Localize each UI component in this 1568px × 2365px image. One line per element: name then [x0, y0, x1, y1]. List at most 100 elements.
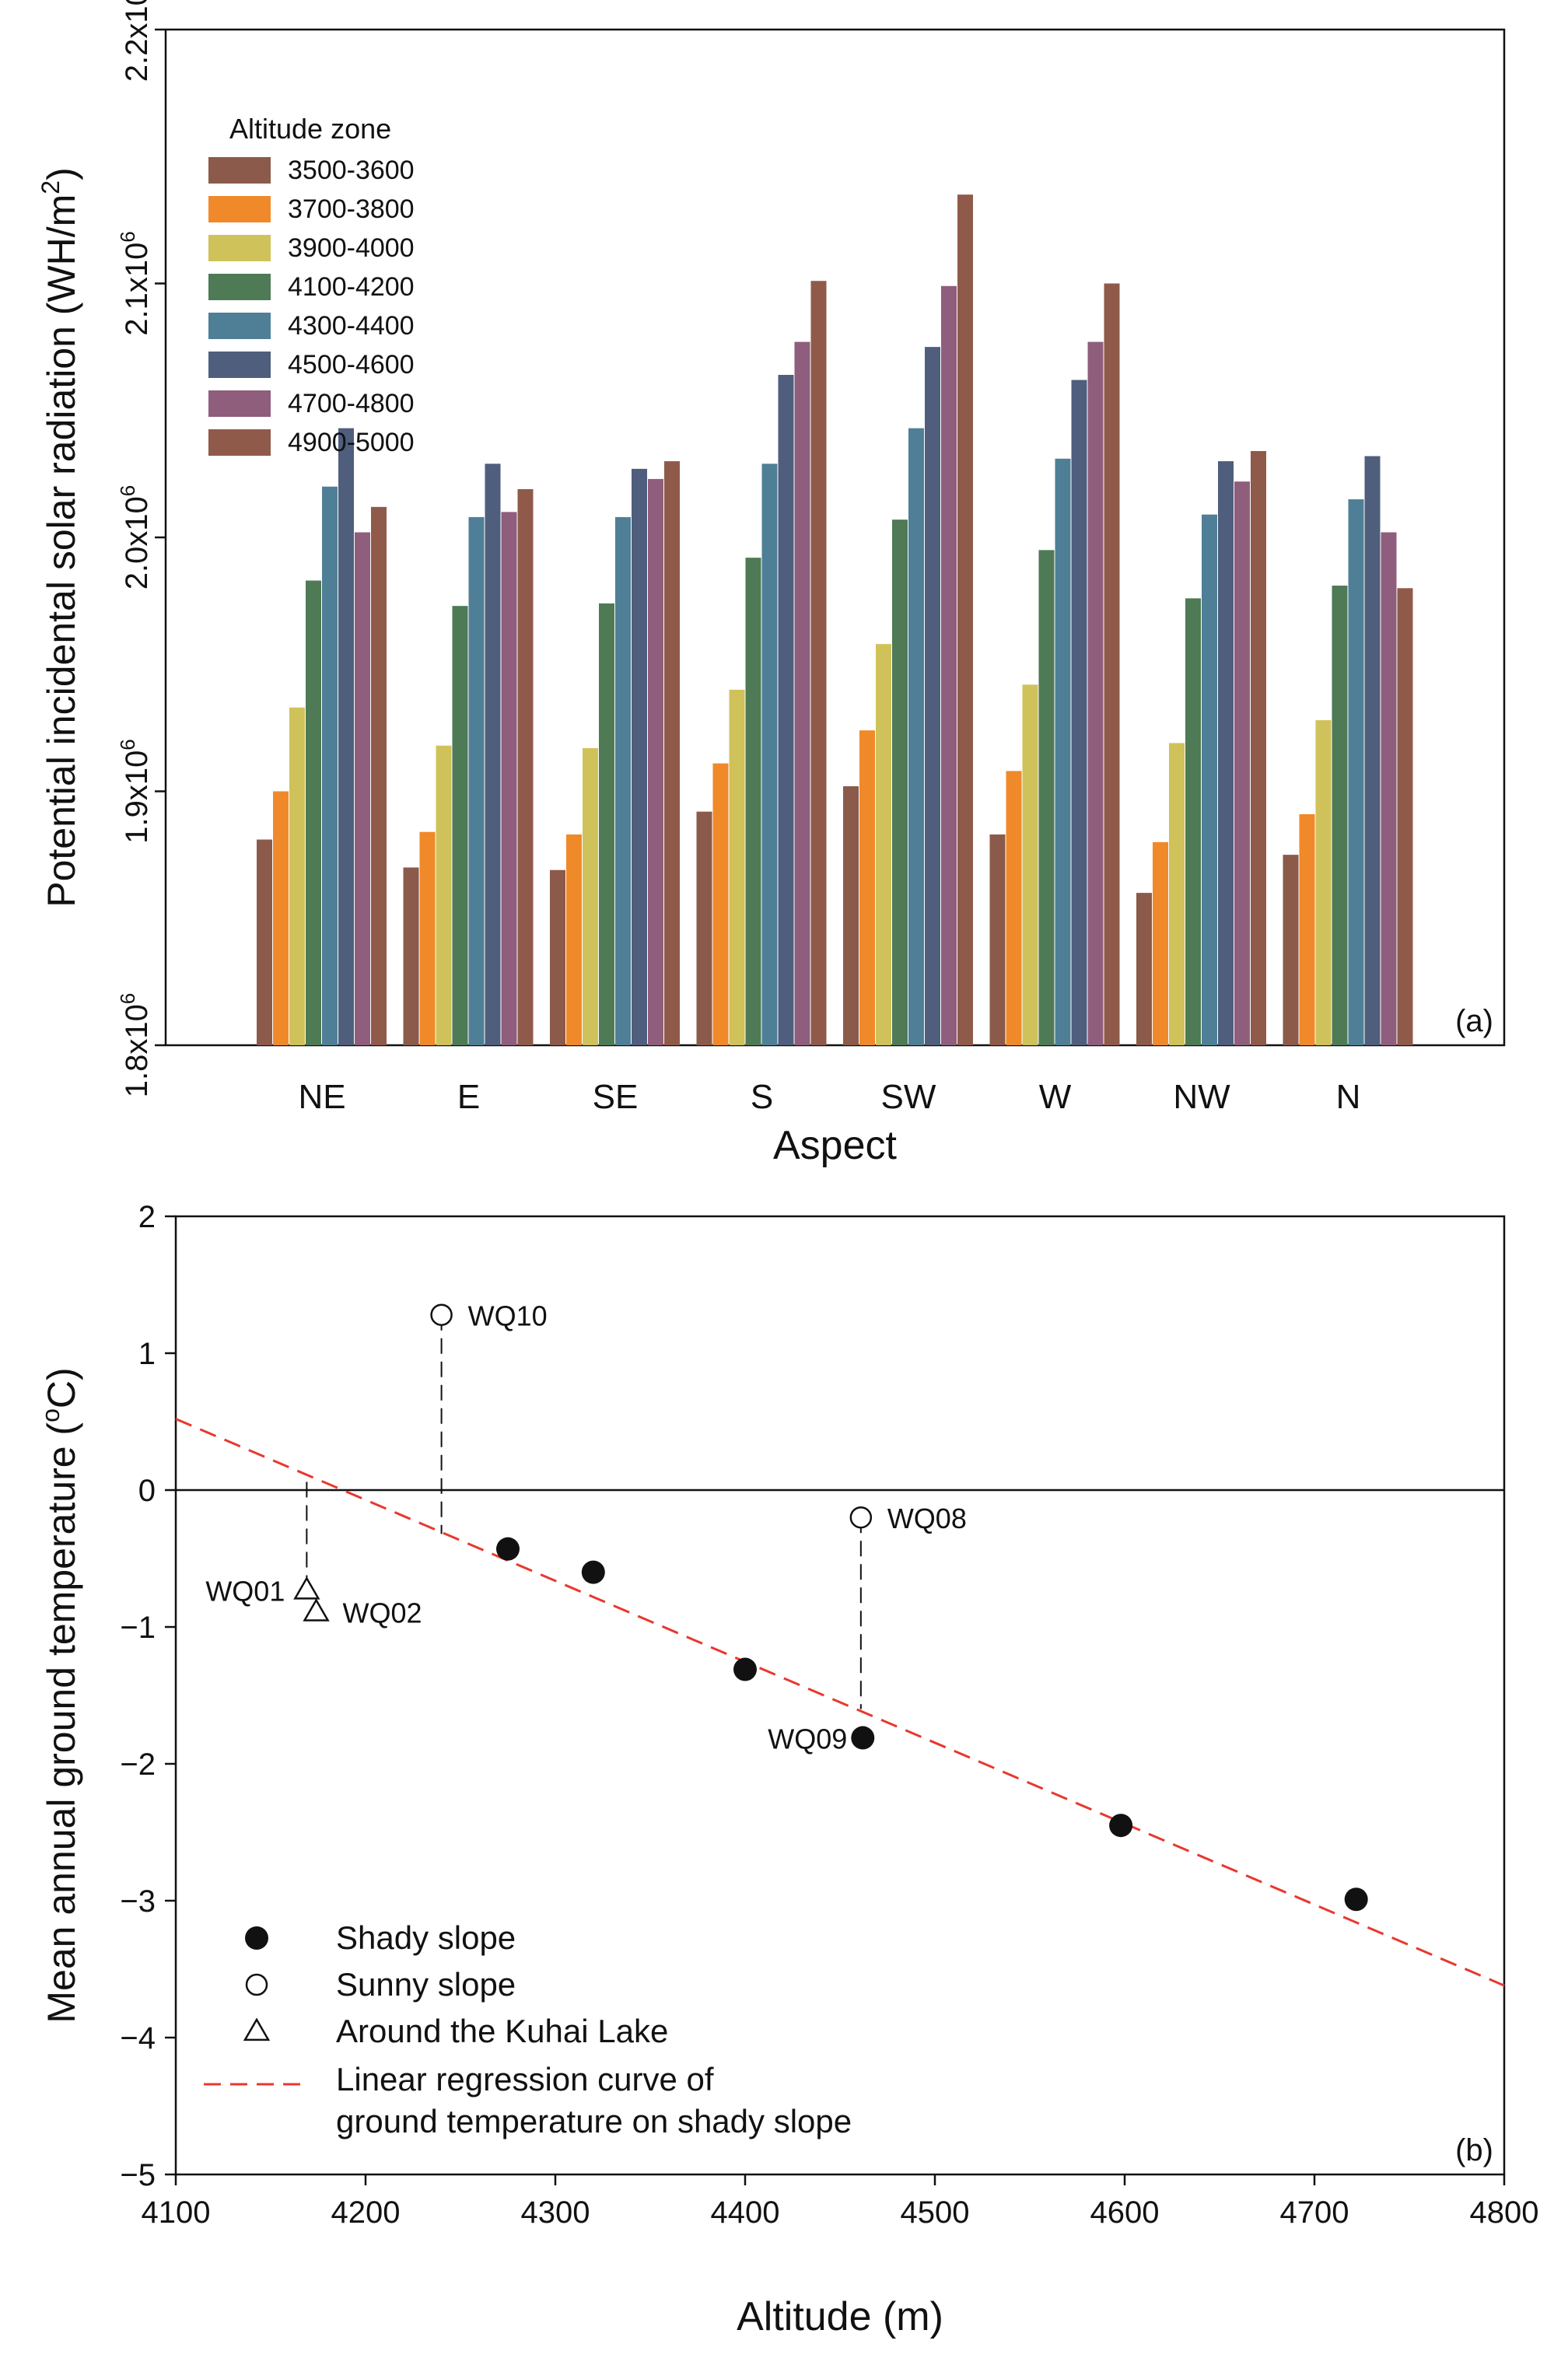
- bar: [908, 428, 924, 1045]
- bar: [1202, 514, 1217, 1045]
- y-axis-label: Mean annual ground temperature (oC): [37, 1367, 83, 2023]
- bar: [843, 785, 859, 1045]
- bar: [876, 644, 891, 1045]
- bar: [371, 506, 387, 1045]
- legend-label: 4300-4400: [288, 311, 415, 341]
- legend-label: 4100-4200: [288, 272, 415, 302]
- bar: [338, 428, 354, 1045]
- y-tick-label: 2.0x106: [116, 485, 154, 590]
- data-point: [1344, 1887, 1368, 1912]
- legend-swatch: [208, 196, 271, 222]
- legend-swatch: [208, 390, 271, 417]
- bar: [1251, 450, 1266, 1045]
- point-label: WQ08: [887, 1503, 967, 1534]
- bar: [485, 464, 501, 1045]
- bar: [1038, 550, 1055, 1045]
- y-tick-label: −1: [120, 1611, 156, 1645]
- x-tick-label: 4500: [901, 2195, 970, 2230]
- legend-label: ground temperature on shady slope: [336, 2103, 852, 2139]
- legend-title: Altitude zone: [229, 113, 391, 145]
- data-point: [581, 1560, 605, 1584]
- x-axis-label: Aspect: [773, 1123, 898, 1168]
- bar: [989, 834, 1006, 1045]
- bar: [257, 839, 272, 1045]
- point-label: WQ09: [768, 1723, 847, 1755]
- data-point: [851, 1726, 875, 1750]
- x-tick-label: 4400: [711, 2195, 780, 2230]
- x-tick-label: N: [1336, 1078, 1361, 1116]
- bar: [664, 461, 680, 1045]
- legend-label: 3900-4000: [288, 233, 415, 263]
- legend-marker: [245, 1973, 268, 1996]
- bar: [452, 606, 468, 1045]
- x-tick-label: 4600: [1090, 2195, 1160, 2230]
- y-tick-label: 1: [138, 1337, 156, 1371]
- legend-label: Linear regression curve of: [336, 2061, 714, 2097]
- x-tick-label: E: [457, 1078, 480, 1116]
- data-point: [1109, 1814, 1133, 1838]
- panel-a-bar-chart: 1.8x106 1.9x106 2.0x106 2.1x106 2.2x106 Poten…: [37, 0, 1506, 1168]
- bar: [1234, 481, 1250, 1045]
- legend-label: 4900-5000: [288, 428, 415, 457]
- legend-swatch: [208, 157, 271, 184]
- bar: [1022, 684, 1038, 1045]
- bar: [1348, 499, 1364, 1045]
- panel-label: (b): [1455, 2133, 1493, 2167]
- x-tick-label: 4100: [142, 2195, 211, 2230]
- data-point: [293, 1576, 320, 1600]
- bar: [550, 869, 565, 1045]
- bar: [1185, 598, 1201, 1045]
- x-tick-label: SE: [593, 1078, 639, 1116]
- bar: [761, 464, 778, 1045]
- x-tick-label: S: [751, 1078, 773, 1116]
- y-tick-label: 0: [138, 1474, 156, 1508]
- bar: [436, 745, 452, 1045]
- legend-label: 4700-4800: [288, 389, 415, 418]
- bar: [1153, 841, 1168, 1045]
- x-tick-label: NE: [298, 1078, 345, 1116]
- legend-label: Shady slope: [336, 1919, 516, 1956]
- y-tick-label: 2.2x106: [116, 0, 154, 82]
- bar: [925, 347, 940, 1045]
- legend-swatch: [208, 235, 271, 261]
- bar: [355, 532, 370, 1045]
- bar: [289, 707, 305, 1045]
- bar: [273, 791, 289, 1045]
- bar: [566, 834, 582, 1045]
- legend-marker: [243, 2017, 271, 2041]
- bar: [615, 516, 631, 1045]
- bar: [745, 558, 761, 1045]
- point-label: WQ02: [343, 1597, 422, 1629]
- bar: [632, 468, 647, 1045]
- bar: [729, 689, 745, 1045]
- panel-label: (a): [1455, 1004, 1493, 1038]
- y-tick-label: −3: [120, 1884, 156, 1919]
- panel-b-plot-frame: [174, 1215, 1506, 2176]
- y-tick-label: 2: [138, 1200, 156, 1234]
- legend-label: Around the Kuhai Lake: [336, 2013, 668, 2049]
- bar: [696, 811, 712, 1045]
- legend-swatch: [208, 274, 271, 300]
- y-tick-label: 2.1x106: [116, 231, 154, 336]
- data-point: [303, 1598, 330, 1622]
- bar: [794, 341, 810, 1046]
- bar: [1104, 283, 1120, 1045]
- y-tick-label: −2: [120, 1748, 156, 1782]
- data-point: [849, 1506, 873, 1529]
- legend-marker: [245, 1926, 268, 1950]
- point-label: WQ01: [205, 1575, 285, 1607]
- bar: [1315, 720, 1332, 1045]
- bar: [1397, 588, 1413, 1045]
- x-tick-label: 4300: [521, 2195, 590, 2230]
- bar: [599, 603, 614, 1045]
- bar: [648, 478, 663, 1045]
- legend-swatch: [208, 429, 271, 456]
- bar: [1071, 380, 1087, 1045]
- x-tick-label: W: [1039, 1078, 1072, 1116]
- bar: [1283, 855, 1299, 1045]
- bar: [1169, 743, 1185, 1045]
- bar: [1006, 771, 1022, 1045]
